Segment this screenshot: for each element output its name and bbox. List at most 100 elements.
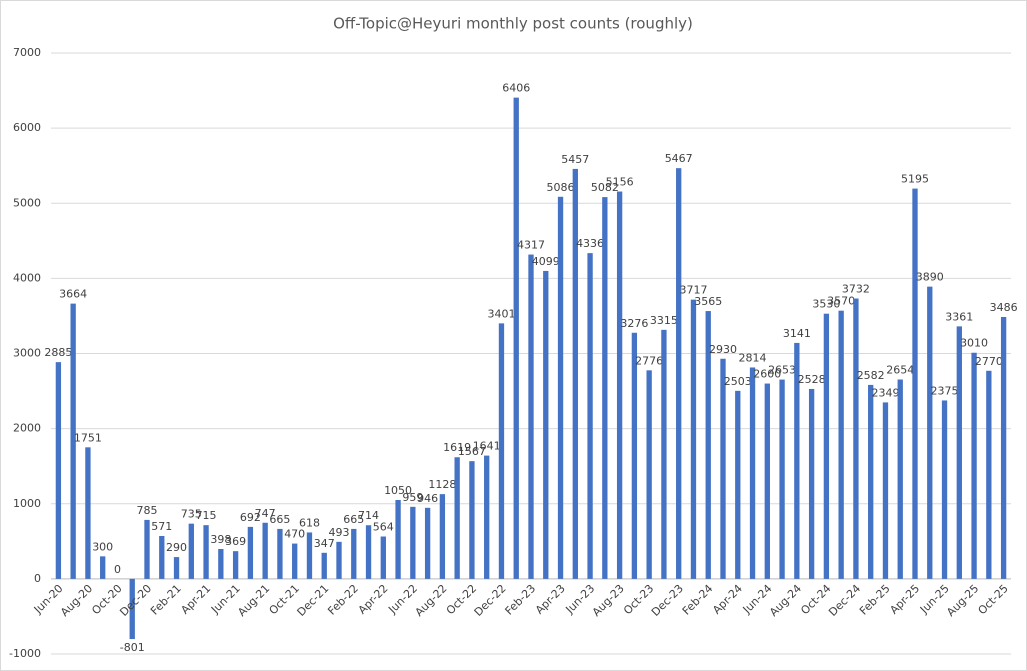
value-label: 5195 [901, 173, 929, 186]
value-label: 5156 [606, 176, 634, 189]
value-label: 290 [166, 541, 187, 554]
value-label: 3276 [620, 317, 648, 330]
bar [868, 384, 874, 579]
value-label: 2582 [857, 369, 885, 382]
bar [587, 253, 593, 579]
value-label: 959 [402, 491, 423, 504]
value-label: 3361 [945, 310, 973, 323]
bar [808, 388, 815, 579]
bar [616, 191, 623, 579]
value-label: 714 [358, 509, 379, 522]
y-tick-label: 0 [34, 572, 41, 585]
y-tick-label: -1000 [9, 647, 41, 660]
bar [779, 379, 785, 579]
y-tick-label: 4000 [13, 271, 41, 284]
bar [941, 400, 948, 579]
value-label: -801 [120, 641, 145, 654]
bar [794, 342, 800, 579]
bar [218, 548, 224, 579]
value-label: 3315 [650, 314, 678, 327]
y-tick-label: 1000 [13, 497, 41, 510]
value-label: 2653 [768, 364, 796, 377]
value-label: 2349 [871, 386, 899, 399]
bar [395, 499, 401, 579]
bar [690, 299, 697, 579]
bar [735, 390, 741, 579]
value-label: 5467 [665, 152, 693, 165]
y-tick-label: 7000 [13, 46, 41, 59]
value-label: 300 [92, 540, 113, 553]
bar [306, 532, 313, 579]
bar [986, 370, 992, 579]
value-label: 3401 [487, 307, 515, 320]
bar [602, 197, 608, 579]
value-label: 369 [225, 535, 246, 548]
value-label: 5086 [547, 181, 575, 194]
value-label: 735 [181, 508, 202, 521]
bar [838, 310, 844, 579]
bar [764, 383, 770, 579]
value-label: 470 [284, 528, 305, 541]
value-label: 692 [240, 511, 261, 524]
bar [528, 254, 534, 579]
value-label: 2654 [886, 363, 914, 376]
bar [159, 535, 165, 579]
value-label: 2885 [44, 346, 72, 359]
value-label: 785 [137, 504, 158, 517]
value-label: 665 [343, 513, 364, 526]
bar [321, 552, 327, 579]
bar [912, 188, 918, 579]
bar [1000, 316, 1007, 579]
value-label: 715 [196, 509, 217, 522]
value-label: 564 [373, 521, 394, 534]
bar [956, 326, 962, 579]
bar [705, 311, 711, 579]
y-tick-label: 3000 [13, 347, 41, 360]
value-label: 1050 [384, 484, 412, 497]
bar [100, 556, 106, 579]
bar [410, 506, 416, 579]
bar [646, 370, 652, 579]
bar [365, 525, 372, 579]
bar [469, 461, 475, 579]
value-label: 2503 [724, 375, 752, 388]
value-label: 2600 [753, 368, 781, 381]
bar [55, 362, 62, 579]
value-label: 3570 [827, 295, 855, 308]
bar [661, 329, 667, 579]
value-label: 0 [114, 563, 121, 576]
bar [232, 551, 239, 579]
value-label: 3141 [783, 327, 811, 340]
bar [439, 494, 446, 579]
bar [188, 523, 194, 579]
y-tick-label: 5000 [13, 196, 41, 209]
value-label: 618 [299, 516, 320, 529]
bar [572, 168, 578, 579]
value-label: 3486 [990, 301, 1018, 314]
bar [720, 358, 726, 579]
value-label: 946 [417, 492, 438, 505]
bar [749, 367, 756, 579]
value-label: 6406 [502, 82, 530, 95]
bar [882, 402, 889, 579]
value-label: 3010 [960, 337, 988, 350]
value-label: 3565 [694, 295, 722, 308]
value-label: 665 [269, 513, 290, 526]
bar [498, 323, 505, 579]
value-label: 5082 [591, 181, 619, 194]
value-label: 1128 [428, 478, 456, 491]
chart-title: Off-Topic@Heyuri monthly post counts (ro… [333, 15, 693, 33]
value-label: 1641 [473, 440, 501, 453]
value-label: 3664 [59, 288, 87, 301]
value-label: 2814 [739, 351, 767, 364]
bar [971, 352, 977, 579]
bar [513, 97, 519, 579]
value-label: 3530 [812, 298, 840, 311]
bar [927, 286, 933, 579]
bar [676, 168, 682, 579]
value-label: 347 [314, 537, 335, 550]
bar [247, 526, 254, 579]
bar [454, 457, 460, 579]
bar [129, 578, 135, 640]
bar [484, 455, 490, 579]
